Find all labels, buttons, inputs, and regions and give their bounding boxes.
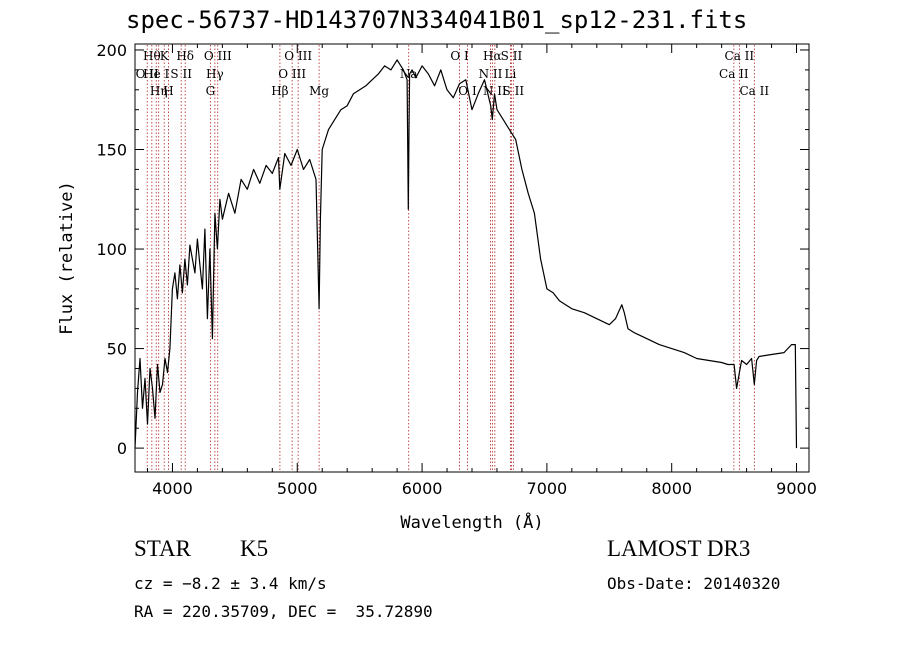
- line-label: Na: [400, 67, 418, 81]
- spectrum-line: [134, 59, 798, 449]
- line-label: Hβ: [271, 84, 288, 98]
- y-tick-label: 100: [96, 240, 127, 259]
- y-tick-label: 150: [96, 141, 127, 160]
- coordinates: RA = 220.35709, DEC = 35.72890: [134, 602, 433, 621]
- line-label: Hδ: [176, 49, 194, 63]
- line-label: He I: [143, 67, 169, 81]
- line-labels: O II Hθ He I Hη K H S II Hδ G Hγ O III Hβ O III O III…: [136, 49, 770, 98]
- line-label: N II: [483, 84, 507, 98]
- line-label: O II: [136, 67, 159, 81]
- line-label: S II: [501, 49, 523, 63]
- y-tick-label: 0: [117, 439, 127, 458]
- y-tick-label: 50: [107, 340, 127, 359]
- x-tick-label: 9000: [776, 479, 817, 498]
- line-label: H: [163, 84, 173, 98]
- line-label: Li: [505, 67, 517, 81]
- y-axis-label: Flux (relative): [57, 181, 77, 335]
- line-label: K: [160, 49, 170, 63]
- line-label: O I: [450, 49, 469, 63]
- line-label: N II: [479, 67, 503, 81]
- line-label: Ca II: [719, 67, 749, 81]
- line-label: Ca II: [725, 49, 755, 63]
- object-subclass: K5: [240, 536, 269, 561]
- line-label: Mg: [309, 84, 329, 98]
- line-label: S II: [503, 84, 525, 98]
- line-label: G: [206, 84, 216, 98]
- line-label: O I: [458, 84, 477, 98]
- line-label: O III: [284, 49, 312, 63]
- survey-name: LAMOST DR3: [607, 536, 751, 561]
- x-tick-label: 5000: [277, 479, 318, 498]
- x-axis-label: Wavelength (Å): [400, 511, 543, 533]
- line-markers: [146, 45, 755, 471]
- x-tick-label: 6000: [402, 479, 443, 498]
- line-label: Hθ: [143, 49, 161, 63]
- line-label: Ca II: [740, 84, 770, 98]
- line-label: Hα: [483, 49, 502, 63]
- x-tick-label: 7000: [527, 479, 568, 498]
- line-label: Hγ: [206, 67, 224, 81]
- axes: 4000 5000 6000 7000 8000 9000 0 50 100 150 200: [96, 41, 816, 498]
- x-tick-label: 8000: [651, 479, 692, 498]
- line-label: Hη: [150, 84, 168, 98]
- chart-title: spec-56737-HD143707N334041B01_sp12-231.f…: [126, 6, 748, 34]
- redshift-info: cz = −8.2 ± 3.4 km/s: [134, 574, 327, 593]
- line-label: S II: [170, 67, 192, 81]
- line-label: O III: [278, 67, 306, 81]
- object-type: STAR: [134, 536, 191, 561]
- y-tick-label: 200: [96, 41, 127, 60]
- x-tick-label: 4000: [152, 479, 193, 498]
- line-label: O III: [204, 49, 232, 63]
- observation-date: Obs-Date: 20140320: [607, 574, 781, 593]
